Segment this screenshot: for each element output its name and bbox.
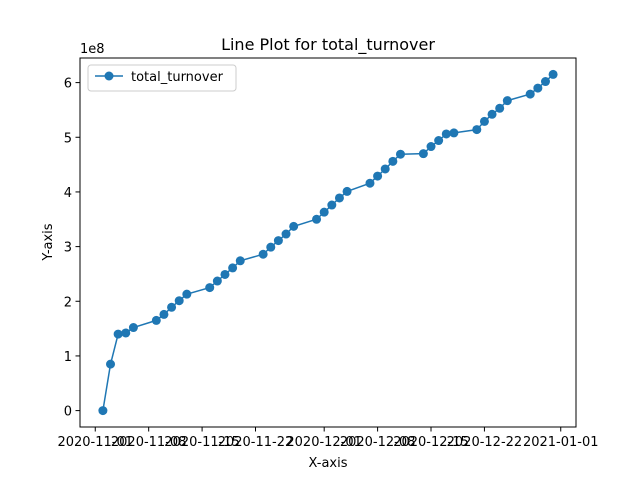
data-point	[472, 125, 482, 135]
data-point	[235, 256, 245, 266]
y-tick-label: 4	[64, 186, 72, 201]
data-point	[128, 323, 138, 333]
data-point	[426, 142, 436, 152]
x-tick-label: 2021-01-01	[523, 435, 599, 450]
x-tick-label: 2020-11-15	[164, 435, 240, 450]
data-point	[106, 359, 116, 369]
data-point	[479, 116, 489, 126]
data-point	[365, 178, 375, 188]
data-point	[395, 149, 405, 159]
data-point	[220, 269, 230, 279]
data-point	[312, 214, 322, 224]
legend-box	[87, 64, 237, 92]
data-point	[327, 200, 337, 210]
x-tick-label: 2020-11-01	[57, 435, 133, 450]
y-tick-label: 5	[64, 131, 72, 146]
axes-frame	[79, 57, 577, 428]
data-point	[373, 171, 383, 181]
data-point	[182, 289, 192, 299]
data-point	[113, 329, 123, 339]
x-tick-label: 2020-11-08	[111, 435, 187, 450]
data-point	[266, 242, 276, 252]
data-point	[212, 276, 222, 286]
legend-label: total_turnover	[131, 70, 224, 85]
data-point	[380, 164, 390, 174]
y-multiplier-label: 1e8	[80, 42, 105, 57]
chart-title: Line Plot for total_turnover	[221, 35, 435, 55]
data-point	[418, 149, 428, 159]
data-point	[174, 296, 184, 306]
x-axis: 2020-11-012020-11-082020-11-152020-11-22…	[57, 427, 599, 450]
data-point	[540, 77, 550, 87]
x-tick-label: 2020-12-08	[340, 435, 416, 450]
data-point	[342, 186, 352, 196]
data-point	[434, 136, 444, 146]
data-point	[487, 109, 497, 119]
y-tick-label: 6	[64, 77, 72, 92]
data-point	[533, 83, 543, 93]
y-tick-label: 0	[64, 405, 72, 420]
y-tick-label: 2	[64, 295, 72, 310]
y-tick-label: 1	[64, 350, 72, 365]
y-tick-label: 3	[64, 241, 72, 256]
data-point	[289, 221, 299, 231]
data-point	[388, 156, 398, 166]
data-point	[273, 236, 283, 246]
data-point	[98, 406, 108, 416]
data-point	[281, 229, 291, 239]
data-point	[205, 283, 215, 293]
data-point	[441, 129, 451, 139]
x-axis-title: X-axis	[309, 456, 348, 471]
data-point	[495, 103, 505, 113]
data-point	[449, 128, 459, 138]
y-axis: 0 1 2 3 4 5 6	[64, 77, 80, 420]
data-point	[548, 69, 558, 79]
data-point	[334, 193, 344, 203]
data-point	[167, 302, 177, 312]
data-point	[258, 249, 268, 259]
data-point	[228, 263, 238, 273]
data-point	[159, 309, 169, 319]
x-tick-label: 2020-11-22	[218, 435, 294, 450]
legend: total_turnover	[87, 64, 237, 92]
data-point	[502, 96, 512, 106]
data-point	[525, 89, 535, 99]
x-tick-label: 2020-12-22	[447, 435, 523, 450]
data-point	[121, 328, 131, 338]
legend-marker-swatch	[104, 71, 114, 81]
data-point	[151, 315, 161, 325]
x-tick-label: 2020-12-01	[286, 435, 362, 450]
y-axis-title: Y-axis	[41, 223, 56, 261]
data-point	[319, 207, 329, 217]
plot-area	[98, 69, 558, 416]
x-tick-label: 2020-12-15	[393, 435, 469, 450]
